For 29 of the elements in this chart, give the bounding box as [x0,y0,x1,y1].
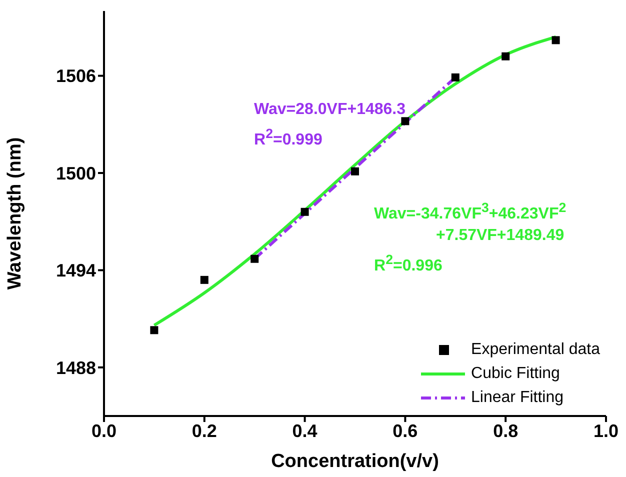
point [250,254,259,263]
x-tick-label: 1.0 [593,420,619,441]
y-tick-label: 1506 [56,66,96,86]
legend-label: Linear Fitting [471,389,564,407]
x-tick-label: 0.0 [91,420,117,441]
annotation: Wav=-34.76VF$^{3}$+46.23VF$^{2}$ [374,199,566,224]
annotation: +7.57VF+1489.49 [436,226,564,246]
legend-label: Experimental data [471,341,600,359]
point [502,52,510,60]
point [300,208,309,216]
x-axis-title: Concentration(v/v) [271,451,439,472]
point [150,326,158,334]
x-tick-label: 0.6 [392,420,418,441]
legend-label: Cubic Fitting [471,365,560,383]
annotation: R$^{2}$=0.996 [374,251,442,276]
point [401,117,410,126]
point [552,36,560,44]
x-tick-label: 0.4 [292,420,318,441]
x-tick-label: 0.8 [493,420,518,441]
point [200,276,208,284]
annotation: R$^{2}$=0.999 [254,125,322,150]
y-tick-label: 1494 [56,260,96,281]
x-tick-label: 0.2 [192,420,217,441]
point [451,73,460,82]
y-tick-label: 1500 [56,163,96,184]
annotation: Wav=28.0VF+1486.3 [254,100,406,120]
y-tick-label: 1488 [56,358,96,378]
point [351,167,359,176]
y-axis-title: Wavelength (nm) [4,137,26,290]
